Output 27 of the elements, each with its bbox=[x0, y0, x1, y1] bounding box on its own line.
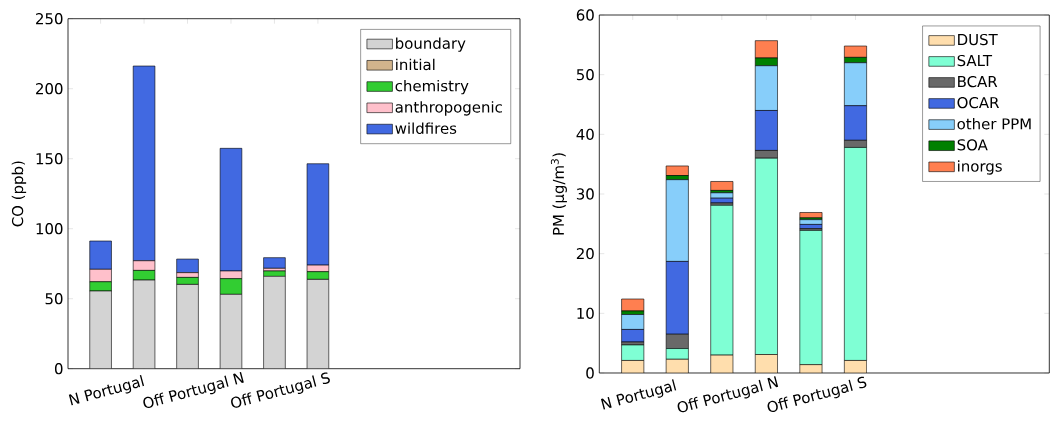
legend-label: boundary bbox=[396, 37, 466, 52]
y-tick-label: 40 bbox=[576, 128, 594, 141]
y-tick-label: 10 bbox=[577, 307, 594, 320]
legend-label: SALT bbox=[957, 55, 993, 67]
y-tick-label: 20 bbox=[576, 248, 594, 260]
legend-label: chemistry bbox=[395, 80, 469, 95]
y-axis-title: PM (μg/m$^{3}$) bbox=[550, 153, 567, 235]
legend-label: anthropogenic bbox=[395, 101, 502, 116]
y-tick-label: 150 bbox=[36, 153, 63, 165]
y-tick-label: 0 bbox=[586, 367, 594, 379]
legend-label: DUST bbox=[958, 34, 998, 46]
legend-label: inorgs bbox=[958, 160, 1002, 175]
legend-label: wildfires bbox=[395, 122, 457, 135]
y-tick-label: 50 bbox=[576, 69, 594, 81]
y-axis-title: CO (ppb) bbox=[11, 161, 27, 227]
y-tick-label: 250 bbox=[36, 13, 63, 25]
y-tick-label: 100 bbox=[36, 223, 63, 235]
y-tick-label: 50 bbox=[45, 293, 63, 305]
y-tick-label: 30 bbox=[576, 188, 594, 200]
legend-label: other PPM bbox=[957, 118, 1031, 130]
y-tick-label: 60 bbox=[576, 9, 594, 21]
legend-label: BCAR bbox=[958, 76, 998, 88]
y-tick-label: 0 bbox=[54, 363, 63, 375]
legend-label: SOA bbox=[957, 139, 988, 151]
legend-label: OCAR bbox=[957, 97, 1000, 109]
legend-label: initial bbox=[396, 58, 435, 71]
y-tick-label: 200 bbox=[36, 83, 63, 95]
